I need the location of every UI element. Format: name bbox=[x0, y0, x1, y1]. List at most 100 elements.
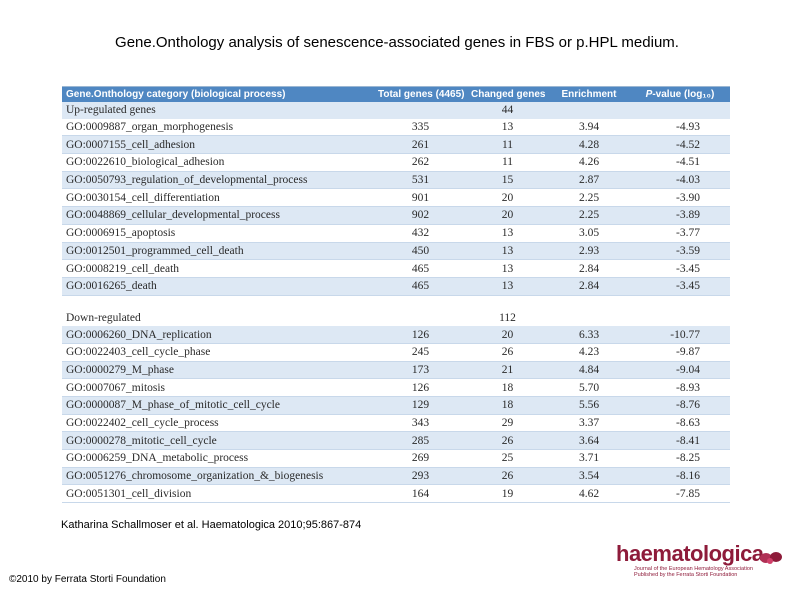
table-row: GO:0012501_programmed_cell_death 450 13 2.9… bbox=[62, 242, 730, 261]
cell-total-genes: 335 bbox=[374, 118, 467, 137]
cell-category: GO:0016265_death bbox=[62, 277, 374, 296]
cell-changed-genes: 13 bbox=[467, 259, 548, 278]
cell-total-genes: 126 bbox=[374, 326, 467, 344]
cell-category: GO:0007067_mitosis bbox=[62, 378, 374, 397]
cell-enrichment: 2.25 bbox=[548, 206, 630, 225]
table-row: GO:0022402_cell_cycle_process 343 29 3.37 -8… bbox=[62, 414, 730, 433]
cell-category: GO:0012501_programmed_cell_death bbox=[62, 242, 374, 261]
cell-pvalue: -4.52 bbox=[630, 135, 730, 155]
logo-subtitle-line1: Journal of the European Hematology Assoc… bbox=[634, 566, 753, 572]
cell-total-genes: 245 bbox=[374, 343, 467, 362]
table-row: GO:0022403_cell_cycle_phase 245 26 4.23 -9.8… bbox=[62, 343, 730, 362]
cell-enrichment: 2.84 bbox=[548, 259, 630, 278]
header-total-genes: Total genes (4465) bbox=[374, 87, 467, 102]
cell-pvalue: -8.63 bbox=[630, 414, 730, 433]
group-changed: 44 bbox=[467, 102, 548, 119]
cell-enrichment: 4.23 bbox=[548, 343, 630, 362]
table-row: GO:0050793_regulation_of_developmental_p… bbox=[62, 171, 730, 190]
cell-changed-genes: 18 bbox=[467, 396, 548, 415]
cell-pvalue: -3.77 bbox=[630, 224, 730, 243]
cell-total-genes: 450 bbox=[374, 242, 467, 261]
cell-pvalue: -3.90 bbox=[630, 188, 730, 208]
table-row: GO:0000279_M_phase 173 21 4.84 -9.04 bbox=[62, 361, 730, 380]
cell-pvalue: -8.25 bbox=[630, 449, 730, 468]
section-spacer bbox=[62, 295, 730, 310]
cell-pvalue: -7.85 bbox=[630, 484, 730, 504]
citation: Katharina Schallmoser et al. Haematologi… bbox=[61, 519, 362, 531]
cell-total-genes: 129 bbox=[374, 396, 467, 415]
cell-pvalue: -8.93 bbox=[630, 378, 730, 397]
cell-category: GO:0000087_M_phase_of_mitotic_cell_cycle bbox=[62, 396, 374, 415]
cell-changed-genes: 20 bbox=[467, 188, 548, 208]
table-row: GO:0051301_cell_division 164 19 4.62 -7.85 bbox=[62, 484, 730, 504]
group-changed: 112 bbox=[467, 309, 548, 327]
cell-pvalue: -8.41 bbox=[630, 431, 730, 451]
table-header-row: Gene.Onthology category (biological proc… bbox=[62, 87, 730, 102]
cell-category: GO:0009887_organ_morphogenesis bbox=[62, 118, 374, 137]
group-pvalue bbox=[630, 309, 730, 327]
table-row: GO:0000278_mitotic_cell_cycle 285 26 3.64 -8… bbox=[62, 431, 730, 451]
cell-pvalue: -4.51 bbox=[630, 153, 730, 172]
cell-total-genes: 164 bbox=[374, 484, 467, 504]
cell-category: GO:0006259_DNA_metabolic_process bbox=[62, 449, 374, 468]
cell-total-genes: 173 bbox=[374, 361, 467, 380]
cell-category: GO:0051276_chromosome_organization_&_bio… bbox=[62, 467, 374, 486]
group-label: Down-regulated bbox=[62, 309, 374, 327]
cell-total-genes: 293 bbox=[374, 467, 467, 486]
cell-category: GO:0051301_cell_division bbox=[62, 484, 374, 504]
group-row-down: Down-regulated 112 bbox=[62, 309, 730, 327]
cell-changed-genes: 20 bbox=[467, 326, 548, 344]
cell-changed-genes: 11 bbox=[467, 153, 548, 172]
group-total bbox=[374, 309, 467, 327]
cell-total-genes: 262 bbox=[374, 153, 467, 172]
cell-category: GO:0006260_DNA_replication bbox=[62, 326, 374, 344]
cell-changed-genes: 11 bbox=[467, 135, 548, 155]
header-pvalue-rest: -value (log₁₀) bbox=[652, 89, 715, 100]
cell-category: GO:0006915_apoptosis bbox=[62, 224, 374, 243]
table-row: GO:0016265_death 465 13 2.84 -3.45 bbox=[62, 277, 730, 296]
cell-pvalue: -9.04 bbox=[630, 361, 730, 380]
table-row: GO:0030154_cell_differentiation 901 20 2.25… bbox=[62, 188, 730, 208]
cell-enrichment: 3.05 bbox=[548, 224, 630, 243]
cell-enrichment: 3.54 bbox=[548, 467, 630, 486]
cell-category: GO:0022403_cell_cycle_phase bbox=[62, 343, 374, 362]
table-row: GO:0022610_biological_adhesion 262 11 4.26-… bbox=[62, 153, 730, 172]
cell-pvalue: -3.89 bbox=[630, 206, 730, 225]
group-label: Up-regulated genes bbox=[62, 102, 374, 119]
header-category: Gene.Onthology category (biological proc… bbox=[62, 87, 374, 102]
cell-enrichment: 2.25 bbox=[548, 188, 630, 208]
header-enrichment: Enrichment bbox=[548, 87, 630, 102]
cell-category: GO:0008219_cell_death bbox=[62, 259, 374, 278]
cell-changed-genes: 19 bbox=[467, 484, 548, 504]
cell-enrichment: 3.64 bbox=[548, 431, 630, 451]
header-changed-genes: Changed genes bbox=[467, 87, 548, 102]
cell-enrichment: 4.62 bbox=[548, 484, 630, 504]
cell-pvalue: -10.77 bbox=[630, 326, 730, 344]
cell-pvalue: -3.45 bbox=[630, 259, 730, 278]
cell-changed-genes: 13 bbox=[467, 224, 548, 243]
table-body: Up-regulated genes 44 GO:0009887_organ_mor… bbox=[62, 102, 730, 504]
cell-category: GO:0022610_biological_adhesion bbox=[62, 153, 374, 172]
cell-total-genes: 343 bbox=[374, 414, 467, 433]
cell-changed-genes: 21 bbox=[467, 361, 548, 380]
group-total bbox=[374, 102, 467, 119]
cell-changed-genes: 26 bbox=[467, 467, 548, 486]
table-row: GO:0006259_DNA_metabolic_process 269 25 3.7… bbox=[62, 449, 730, 468]
cell-total-genes: 261 bbox=[374, 135, 467, 155]
cell-changed-genes: 18 bbox=[467, 378, 548, 397]
header-pvalue-p: P bbox=[645, 89, 653, 100]
cell-category: GO:0000278_mitotic_cell_cycle bbox=[62, 431, 374, 451]
cell-enrichment: 4.28 bbox=[548, 135, 630, 155]
cell-category: GO:0022402_cell_cycle_process bbox=[62, 414, 374, 433]
cell-enrichment: 4.84 bbox=[548, 361, 630, 380]
cell-pvalue: -4.93 bbox=[630, 118, 730, 137]
cell-changed-genes: 13 bbox=[467, 118, 548, 137]
cell-total-genes: 285 bbox=[374, 431, 467, 451]
cell-total-genes: 432 bbox=[374, 224, 467, 243]
table-row: GO:0009887_organ_morphogenesis 335 13 3.94-… bbox=[62, 118, 730, 137]
cell-total-genes: 465 bbox=[374, 259, 467, 278]
table-row: GO:0006260_DNA_replication 126 20 6.33 -10.7… bbox=[62, 326, 730, 344]
cell-enrichment: 2.93 bbox=[548, 242, 630, 261]
cell-pvalue: -3.45 bbox=[630, 277, 730, 296]
cell-category: GO:0030154_cell_differentiation bbox=[62, 188, 374, 208]
